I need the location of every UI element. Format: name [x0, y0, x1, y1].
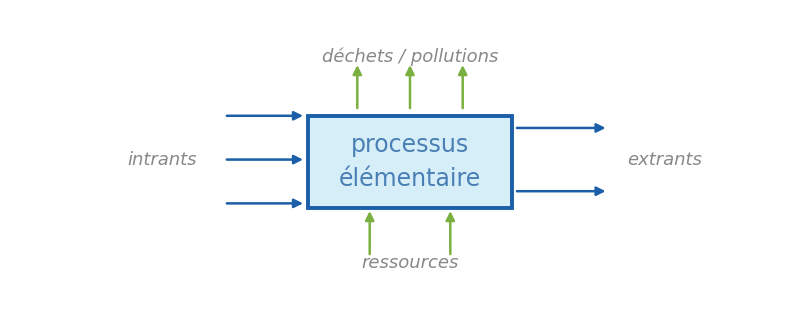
Text: ressources: ressources: [362, 253, 458, 271]
Text: intrants: intrants: [127, 151, 197, 168]
Text: extrants: extrants: [626, 151, 702, 168]
Text: processus: processus: [351, 133, 469, 157]
Text: déchets / pollutions: déchets / pollutions: [322, 48, 498, 66]
FancyBboxPatch shape: [308, 116, 512, 208]
Text: élémentaire: élémentaire: [339, 167, 481, 191]
